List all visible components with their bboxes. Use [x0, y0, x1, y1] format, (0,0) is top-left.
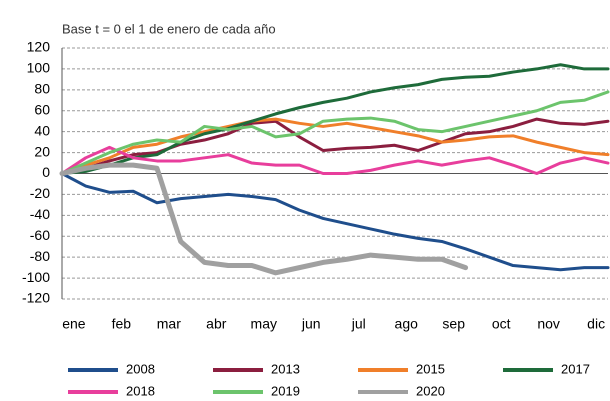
- x-tick-label: may: [251, 316, 277, 332]
- chart-subtitle: Base t = 0 el 1 de enero de cada año: [62, 21, 276, 36]
- series-line: [60, 90, 610, 175]
- x-tick-label: nov: [537, 316, 560, 332]
- series-line: [60, 63, 610, 175]
- series-line: [60, 172, 610, 272]
- x-tick-label: sep: [442, 316, 465, 332]
- legend-label: 2019: [271, 383, 300, 398]
- y-tick-label: 80: [34, 81, 50, 97]
- legend-label: 2018: [126, 383, 155, 398]
- y-tick-label: 60: [34, 101, 50, 117]
- series-line: [60, 145, 610, 175]
- series-line: [60, 117, 610, 175]
- y-tick-label: 100: [27, 60, 51, 76]
- x-tick-label: abr: [206, 316, 227, 332]
- y-tick-label: -40: [30, 206, 50, 222]
- x-tick-label: jun: [301, 316, 321, 332]
- y-tick-label: -120: [22, 290, 50, 306]
- y-tick-label: 20: [34, 143, 50, 159]
- y-tick-label: 120: [27, 39, 51, 55]
- y-tick-label: -100: [22, 269, 50, 285]
- legend-label: 2017: [561, 361, 590, 376]
- legend-label: 2013: [271, 361, 300, 376]
- x-tick-label: dic: [587, 316, 605, 332]
- x-tick-label: oct: [492, 316, 511, 332]
- series-line: [60, 117, 610, 175]
- x-tick-label: ago: [395, 316, 419, 332]
- legend-label: 2008: [126, 361, 155, 376]
- legend-label: 2020: [416, 383, 445, 398]
- y-tick-label: 40: [34, 122, 50, 138]
- x-tick-label: ene: [62, 316, 86, 332]
- y-tick-label: -60: [30, 227, 50, 243]
- x-tick-label: jul: [351, 316, 366, 332]
- x-tick-label: mar: [157, 316, 181, 332]
- y-tick-label: -80: [30, 248, 50, 264]
- x-tick-label: feb: [112, 316, 132, 332]
- series-line: [59, 162, 469, 276]
- legend-label: 2015: [416, 361, 445, 376]
- y-tick-label: -20: [30, 185, 50, 201]
- y-tick-label: 0: [42, 164, 50, 180]
